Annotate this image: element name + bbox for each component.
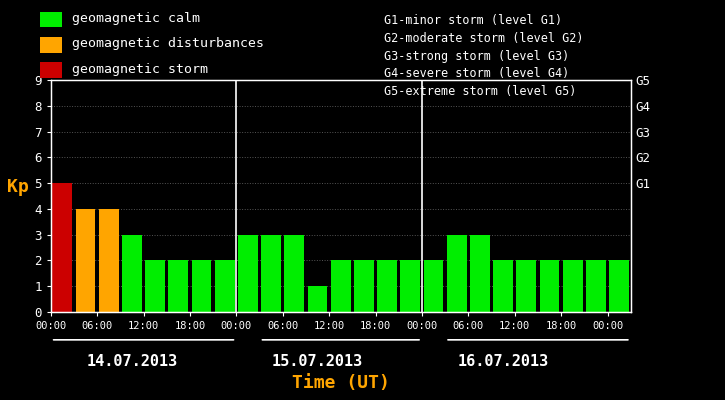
Bar xyxy=(99,209,119,312)
Bar xyxy=(52,183,72,312)
Bar xyxy=(493,260,513,312)
Bar xyxy=(400,260,420,312)
Bar xyxy=(122,235,142,312)
Text: G1-minor storm (level G1): G1-minor storm (level G1) xyxy=(384,14,562,27)
Text: geomagnetic disturbances: geomagnetic disturbances xyxy=(72,38,264,50)
Bar xyxy=(516,260,536,312)
Bar xyxy=(39,62,62,78)
Text: G3-strong storm (level G3): G3-strong storm (level G3) xyxy=(384,50,569,63)
Bar xyxy=(39,37,62,53)
Bar xyxy=(284,235,304,312)
Text: geomagnetic storm: geomagnetic storm xyxy=(72,63,208,76)
Bar xyxy=(377,260,397,312)
Bar xyxy=(238,235,258,312)
Text: 15.07.2013: 15.07.2013 xyxy=(272,354,363,369)
Bar xyxy=(215,260,235,312)
Text: Time (UT): Time (UT) xyxy=(291,374,390,392)
Bar xyxy=(563,260,583,312)
Bar xyxy=(75,209,96,312)
Bar xyxy=(539,260,560,312)
Text: G2-moderate storm (level G2): G2-moderate storm (level G2) xyxy=(384,32,584,45)
Bar xyxy=(145,260,165,312)
Bar xyxy=(168,260,188,312)
Bar xyxy=(39,12,62,28)
Bar xyxy=(447,235,467,312)
Bar xyxy=(354,260,374,312)
Y-axis label: Kp: Kp xyxy=(7,178,28,196)
Bar xyxy=(307,286,328,312)
Text: G4-severe storm (level G4): G4-severe storm (level G4) xyxy=(384,67,569,80)
Bar xyxy=(191,260,212,312)
Bar xyxy=(423,260,444,312)
Bar xyxy=(331,260,351,312)
Text: 16.07.2013: 16.07.2013 xyxy=(457,354,549,369)
Bar xyxy=(586,260,606,312)
Bar xyxy=(470,235,490,312)
Bar xyxy=(261,235,281,312)
Text: 14.07.2013: 14.07.2013 xyxy=(86,354,178,369)
Text: geomagnetic calm: geomagnetic calm xyxy=(72,12,200,25)
Bar xyxy=(609,260,629,312)
Text: G5-extreme storm (level G5): G5-extreme storm (level G5) xyxy=(384,85,576,98)
